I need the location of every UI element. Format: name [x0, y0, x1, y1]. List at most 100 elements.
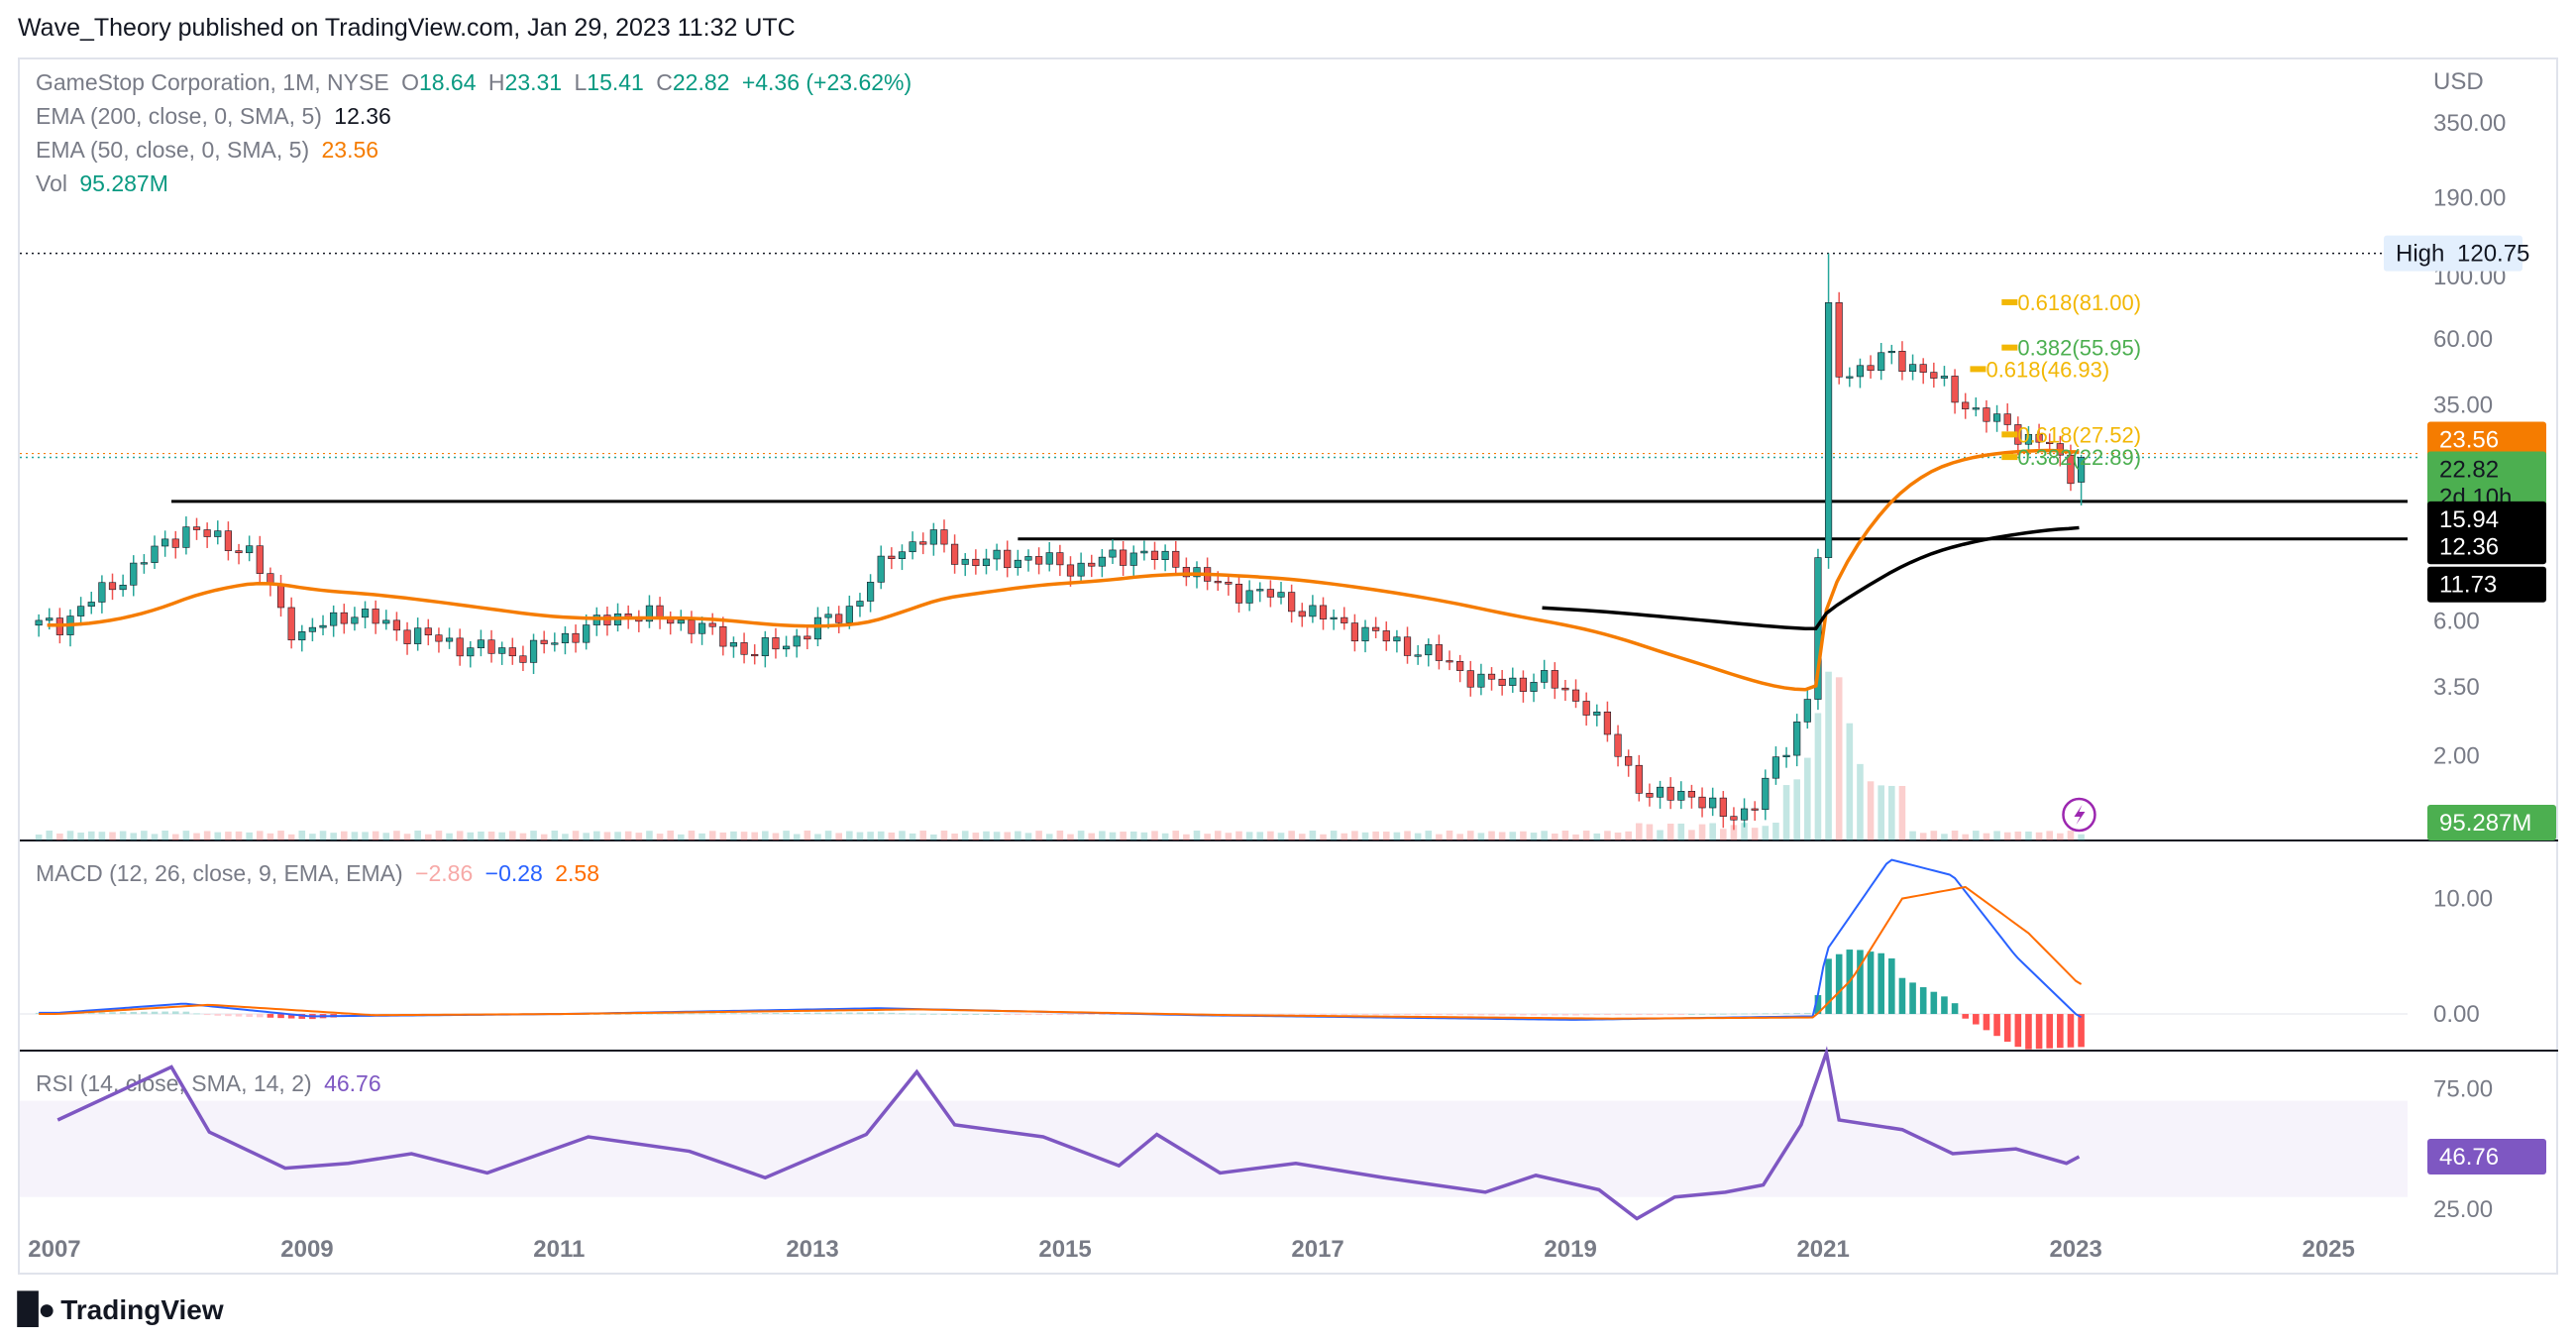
candle[interactable]	[1256, 589, 1264, 592]
candle[interactable]	[1288, 592, 1296, 613]
macd-legend[interactable]: MACD (12, 26, close, 9, EMA, EMA) −2.86 …	[36, 860, 605, 887]
candle[interactable]	[866, 582, 875, 602]
candle[interactable]	[1045, 552, 1053, 565]
candle[interactable]	[403, 629, 411, 644]
candle[interactable]	[203, 529, 211, 537]
events-lightning-icon[interactable]	[2062, 797, 2096, 833]
candle[interactable]	[1992, 413, 2001, 422]
candle[interactable]	[1919, 364, 1927, 373]
candle[interactable]	[1782, 754, 1790, 757]
candle[interactable]	[1225, 581, 1233, 585]
candle[interactable]	[361, 609, 370, 618]
candle[interactable]	[508, 647, 516, 657]
candle[interactable]	[961, 558, 969, 565]
candle[interactable]	[1614, 733, 1622, 757]
candle[interactable]	[982, 558, 991, 567]
candle[interactable]	[319, 624, 327, 628]
candle[interactable]	[1414, 654, 1422, 657]
candle[interactable]	[477, 639, 485, 648]
candle[interactable]	[498, 647, 506, 654]
candle[interactable]	[340, 612, 348, 624]
candle[interactable]	[1066, 564, 1075, 577]
candle[interactable]	[1129, 552, 1137, 566]
candle[interactable]	[1214, 581, 1222, 584]
candle[interactable]	[1266, 589, 1274, 598]
candle[interactable]	[540, 639, 548, 644]
candle[interactable]	[551, 642, 559, 645]
candle[interactable]	[372, 609, 379, 624]
candle[interactable]	[214, 530, 222, 537]
candle[interactable]	[1350, 622, 1358, 642]
candle[interactable]	[1477, 673, 1485, 688]
candle[interactable]	[1330, 616, 1338, 619]
candle[interactable]	[688, 619, 696, 634]
candle[interactable]	[1014, 559, 1021, 569]
candle[interactable]	[1930, 372, 1938, 379]
candle[interactable]	[1771, 756, 1780, 779]
candle[interactable]	[698, 622, 706, 634]
candle[interactable]	[583, 624, 590, 643]
ema50-legend[interactable]: EMA (50, close, 0, SMA, 5) 23.56	[36, 137, 384, 164]
candle[interactable]	[1120, 549, 1127, 566]
candle[interactable]	[1687, 791, 1696, 798]
candle[interactable]	[1740, 808, 1749, 821]
fib-target-marker[interactable]	[2001, 431, 2018, 438]
candle[interactable]	[1603, 711, 1612, 735]
tradingview-footer[interactable]: ▉● TradingView	[18, 1292, 224, 1327]
candle[interactable]	[1878, 352, 1885, 372]
candle[interactable]	[772, 637, 780, 650]
candle[interactable]	[330, 612, 338, 626]
candle[interactable]	[1035, 556, 1043, 565]
candle[interactable]	[1803, 699, 1811, 723]
candle[interactable]	[919, 541, 927, 545]
candle[interactable]	[467, 647, 475, 657]
candle[interactable]	[87, 602, 95, 608]
candle[interactable]	[98, 582, 106, 603]
candle[interactable]	[1908, 364, 1917, 373]
candle[interactable]	[645, 605, 654, 622]
candle[interactable]	[161, 538, 169, 547]
rsi-legend[interactable]: RSI (14, close, SMA, 14, 2) 46.76	[36, 1070, 387, 1097]
candle[interactable]	[1435, 644, 1443, 661]
candle[interactable]	[813, 616, 822, 640]
candle[interactable]	[877, 555, 885, 583]
macd-line[interactable]	[39, 858, 2083, 1021]
candle[interactable]	[1898, 350, 1906, 373]
candle[interactable]	[1593, 711, 1601, 716]
candle[interactable]	[1393, 636, 1401, 642]
candle[interactable]	[951, 543, 959, 565]
candle[interactable]	[519, 655, 527, 663]
fib-target-marker[interactable]	[2001, 344, 2018, 351]
ema200-legend[interactable]: EMA (200, close, 0, SMA, 5) 12.36	[36, 103, 397, 130]
candle[interactable]	[351, 616, 359, 624]
candle[interactable]	[1719, 797, 1727, 817]
candle[interactable]	[435, 634, 443, 642]
candle[interactable]	[1487, 673, 1496, 680]
candle[interactable]	[1709, 797, 1717, 809]
candle[interactable]	[1140, 550, 1148, 554]
candle[interactable]	[719, 625, 727, 647]
candle[interactable]	[751, 653, 759, 657]
candle[interactable]	[824, 614, 832, 618]
candle[interactable]	[1867, 365, 1875, 372]
candle[interactable]	[1509, 677, 1517, 686]
candle[interactable]	[182, 526, 190, 548]
candle[interactable]	[1972, 407, 1980, 410]
candle[interactable]	[1635, 764, 1643, 794]
candle[interactable]	[151, 545, 159, 563]
candle[interactable]	[1024, 556, 1032, 561]
candle[interactable]	[1382, 630, 1390, 642]
candle[interactable]	[77, 606, 85, 616]
candle[interactable]	[677, 619, 685, 624]
candle[interactable]	[414, 627, 422, 644]
macd-signal-line[interactable]	[39, 885, 2083, 1020]
candle[interactable]	[1698, 796, 1706, 809]
candle[interactable]	[2046, 441, 2054, 445]
candle[interactable]	[224, 530, 232, 551]
candle[interactable]	[392, 619, 401, 631]
candle[interactable]	[1298, 611, 1306, 617]
candle[interactable]	[804, 635, 811, 640]
candle[interactable]	[1887, 350, 1895, 354]
candle[interactable]	[424, 627, 432, 635]
candle[interactable]	[1561, 687, 1569, 691]
